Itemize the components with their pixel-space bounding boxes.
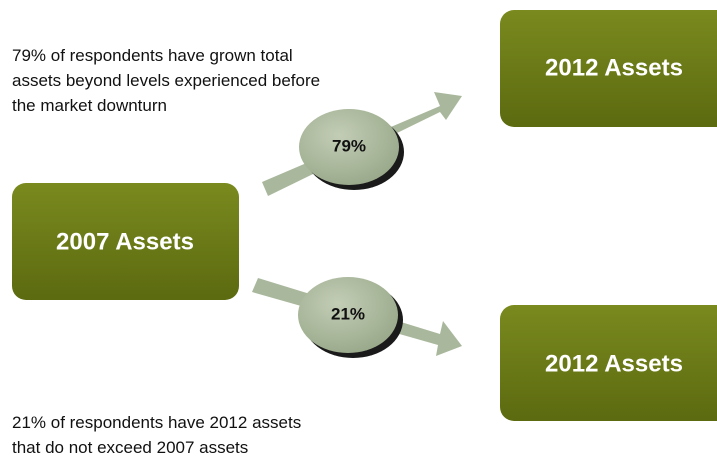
note: the market downturn [12,96,167,115]
edge-label: 21% [331,304,365,323]
note: 21% of respondents have 2012 assets [12,413,301,432]
edge-label: 79% [332,136,366,155]
note: that do not exceed 2007 assets [12,438,248,457]
node: 2007 Assets [12,183,239,300]
node: 2012 Assets [500,305,717,421]
note: assets beyond levels experienced before [12,71,320,90]
note: 79% of respondents have grown total [12,46,293,65]
node-label: 2007 Assets [56,228,194,255]
node-label: 2012 Assets [545,350,683,377]
node: 2012 Assets [500,10,717,127]
edge-label-oval: 79% [299,109,404,190]
edge-label-oval: 21% [298,277,403,358]
node-label: 2012 Assets [545,54,683,81]
